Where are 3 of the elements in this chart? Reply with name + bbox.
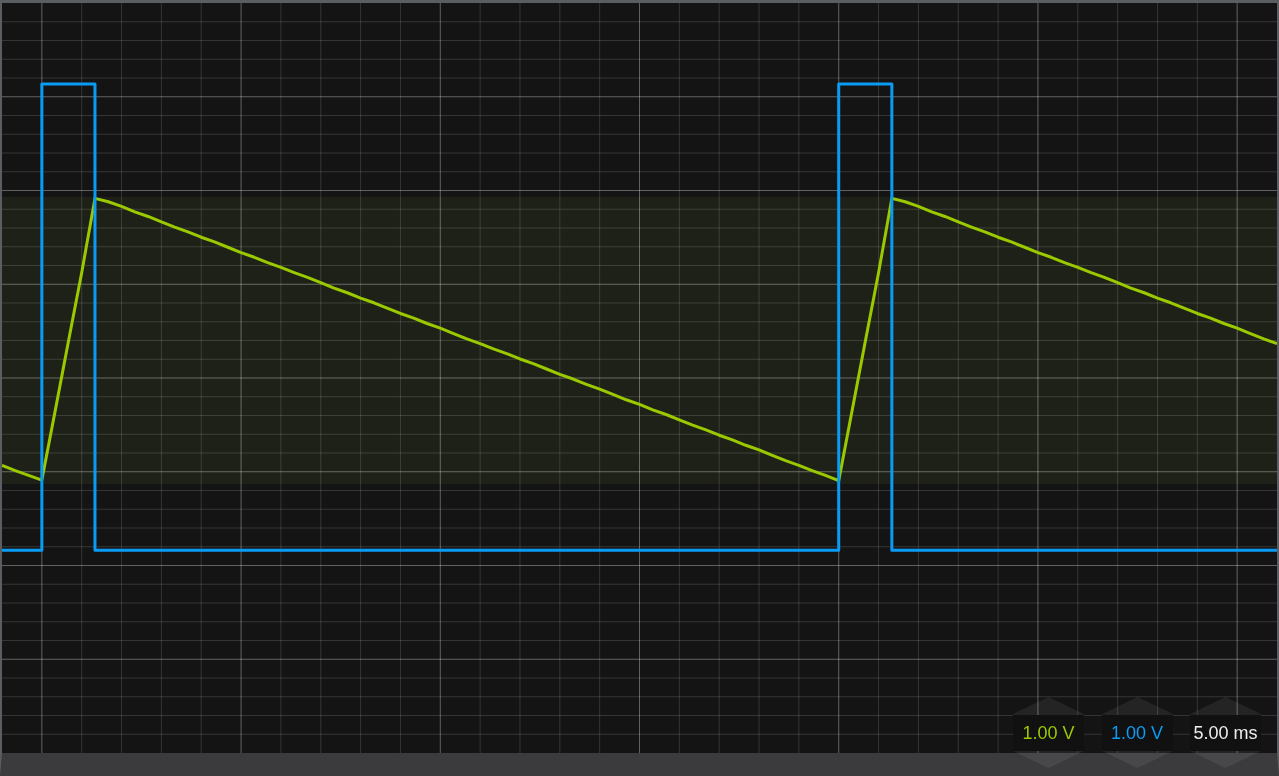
text: 1.00 V — [1110, 723, 1164, 743]
annotation: 5.00 ms — [1193, 723, 1258, 743]
text: 1.00 V — [1022, 723, 1075, 743]
